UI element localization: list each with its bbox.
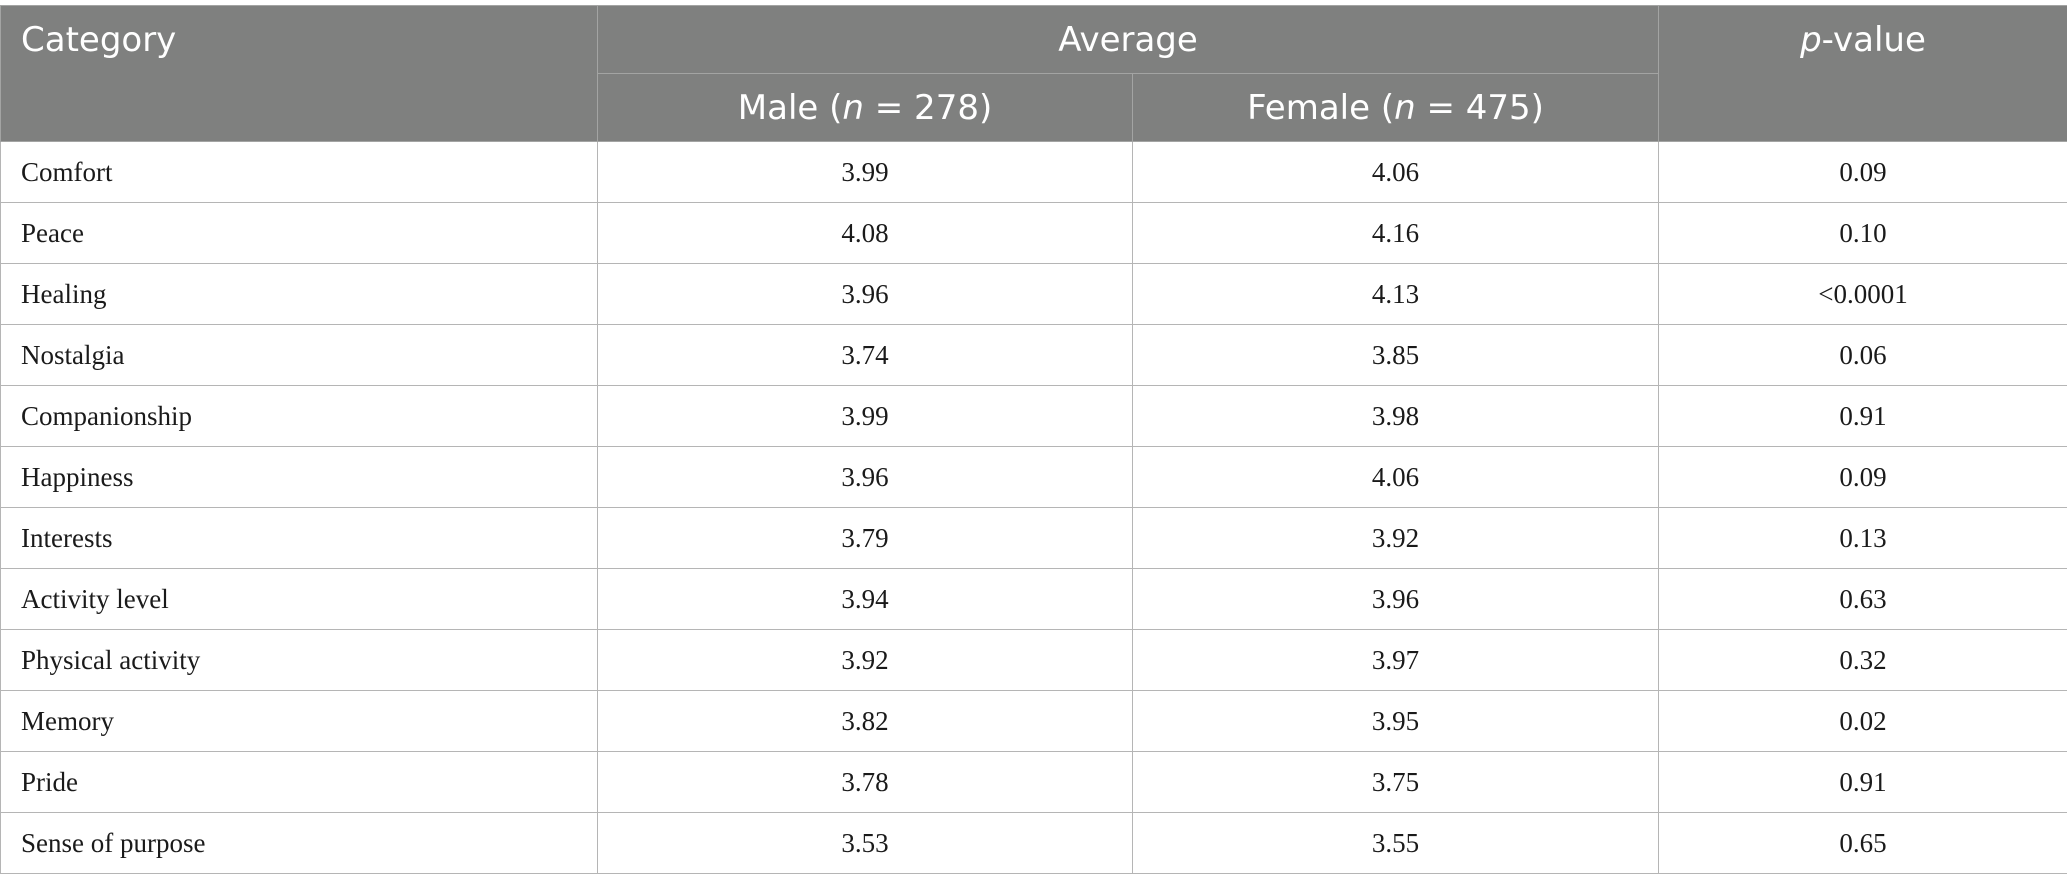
cell-category: Sense of purpose: [0, 812, 598, 874]
cell-female: 4.06: [1132, 141, 1659, 203]
cell-male: 4.08: [597, 202, 1133, 264]
cell-male: 3.79: [597, 507, 1133, 569]
table-row: Physical activity 3.92 3.97 0.32: [0, 629, 2067, 691]
header-male-n: n: [842, 87, 864, 128]
data-table: Category Average p-value Male (n = 278) …: [0, 5, 2067, 874]
cell-female: 3.55: [1132, 812, 1659, 874]
cell-male: 3.82: [597, 690, 1133, 752]
cell-category: Nostalgia: [0, 324, 598, 386]
cell-male: 3.99: [597, 385, 1133, 447]
cell-p-value: 0.65: [1658, 812, 2067, 874]
cell-category: Pride: [0, 751, 598, 813]
cell-male: 3.99: [597, 141, 1133, 203]
cell-p-value: 0.91: [1658, 751, 2067, 813]
cell-p-value: 0.63: [1658, 568, 2067, 630]
header-category: Category: [0, 5, 598, 142]
cell-category: Memory: [0, 690, 598, 752]
cell-category: Healing: [0, 263, 598, 325]
header-p-value: p-value: [1658, 5, 2067, 142]
header-female-suffix: = 475): [1415, 87, 1544, 128]
cell-male: 3.94: [597, 568, 1133, 630]
cell-p-value: 0.10: [1658, 202, 2067, 264]
cell-male: 3.78: [597, 751, 1133, 813]
table-row: Pride 3.78 3.75 0.91: [0, 751, 2067, 813]
cell-female: 3.75: [1132, 751, 1659, 813]
table-row: Interests 3.79 3.92 0.13: [0, 507, 2067, 569]
cell-female: 3.92: [1132, 507, 1659, 569]
cell-female: 4.16: [1132, 202, 1659, 264]
header-male-suffix: = 278): [863, 87, 993, 128]
cell-category: Companionship: [0, 385, 598, 447]
table-row: Memory 3.82 3.95 0.02: [0, 690, 2067, 752]
cell-female: 3.97: [1132, 629, 1659, 691]
header-female: Female (n = 475): [1132, 73, 1659, 142]
cell-p-value: 0.91: [1658, 385, 2067, 447]
table-row: Companionship 3.99 3.98 0.91: [0, 385, 2067, 447]
cell-male: 3.96: [597, 446, 1133, 508]
cell-p-value: 0.09: [1658, 446, 2067, 508]
cell-p-value: 0.09: [1658, 141, 2067, 203]
cell-p-value: 0.13: [1658, 507, 2067, 569]
cell-p-value: <0.0001: [1658, 263, 2067, 325]
header-male: Male (n = 278): [597, 73, 1133, 142]
cell-female: 4.13: [1132, 263, 1659, 325]
header-male-prefix: Male (: [737, 87, 843, 128]
cell-male: 3.53: [597, 812, 1133, 874]
table-row: Peace 4.08 4.16 0.10: [0, 202, 2067, 264]
cell-female: 4.06: [1132, 446, 1659, 508]
header-average: Average: [597, 5, 1659, 74]
cell-category: Activity level: [0, 568, 598, 630]
table-body: Comfort 3.99 4.06 0.09 Peace 4.08 4.16 0…: [0, 141, 2067, 874]
table-header: Category Average p-value Male (n = 278) …: [0, 5, 2067, 142]
header-female-n: n: [1394, 87, 1416, 128]
cell-category: Comfort: [0, 141, 598, 203]
table-row: Nostalgia 3.74 3.85 0.06: [0, 324, 2067, 386]
cell-p-value: 0.32: [1658, 629, 2067, 691]
header-female-prefix: Female (: [1247, 87, 1395, 128]
cell-female: 3.98: [1132, 385, 1659, 447]
cell-category: Happiness: [0, 446, 598, 508]
cell-female: 3.95: [1132, 690, 1659, 752]
cell-male: 3.74: [597, 324, 1133, 386]
header-p-italic: p: [1800, 20, 1822, 60]
cell-category: Interests: [0, 507, 598, 569]
cell-male: 3.96: [597, 263, 1133, 325]
cell-category: Physical activity: [0, 629, 598, 691]
header-p-suffix: -value: [1821, 20, 1926, 60]
cell-p-value: 0.02: [1658, 690, 2067, 752]
cell-category: Peace: [0, 202, 598, 264]
cell-male: 3.92: [597, 629, 1133, 691]
table-row: Happiness 3.96 4.06 0.09: [0, 446, 2067, 508]
table-row: Activity level 3.94 3.96 0.63: [0, 568, 2067, 630]
table-row: Comfort 3.99 4.06 0.09: [0, 141, 2067, 203]
cell-female: 3.96: [1132, 568, 1659, 630]
table-row: Healing 3.96 4.13 <0.0001: [0, 263, 2067, 325]
cell-p-value: 0.06: [1658, 324, 2067, 386]
cell-female: 3.85: [1132, 324, 1659, 386]
table-row: Sense of purpose 3.53 3.55 0.65: [0, 812, 2067, 874]
